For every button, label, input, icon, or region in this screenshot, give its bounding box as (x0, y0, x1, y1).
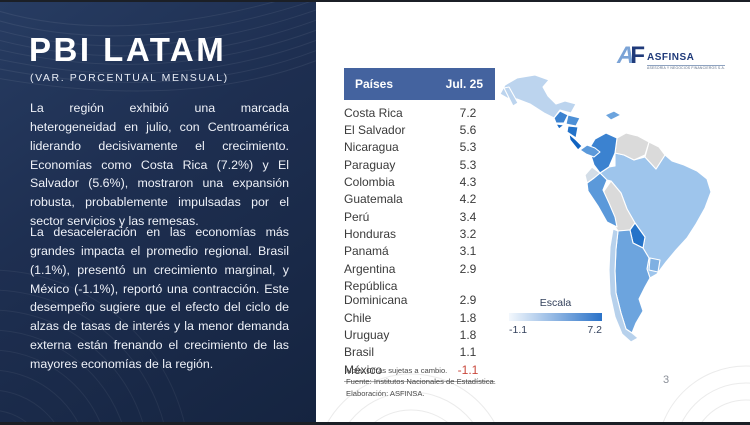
map-country-uruguay (648, 257, 661, 273)
analysis-paragraph-1: La región exhibió una marcada heterogene… (30, 101, 289, 229)
legend-title: Escala (539, 297, 572, 309)
latam-choropleth-map (499, 74, 712, 343)
country-value: 5.3 (459, 140, 477, 155)
table-row: Chile 1.8 (344, 309, 495, 326)
table-row: Paraguay 5.3 (344, 156, 495, 173)
asfinsa-logo: A F ASFINSA ASESORÍA Y NEGOCIOS FINANCIE… (617, 42, 726, 70)
countries-table: Países Jul. 25 Costa Rica 7.2 El Salvado… (344, 68, 495, 383)
corner-decoration (325, 365, 750, 425)
table-row: Perú 3.4 (344, 208, 495, 225)
country-name: El Salvador (344, 122, 406, 137)
country-value: 1.1 (459, 345, 477, 360)
map-country-chile (608, 228, 639, 343)
table-row: Colombia 4.3 (344, 173, 495, 190)
country-value: 2.9 (459, 261, 477, 276)
country-value: 3.2 (459, 227, 477, 241)
map-country-ecuador (584, 166, 601, 184)
country-name: Chile (344, 310, 372, 325)
page-number: 3 (663, 374, 670, 386)
map-country-el-salvador (555, 123, 565, 130)
logo-monogram-a: A (617, 42, 635, 69)
table-row: Costa Rica 7.2 (344, 104, 495, 121)
map-peninsula-baja (503, 86, 519, 107)
country-name: Colombia (344, 174, 395, 189)
country-name: Nicaragua (344, 140, 399, 155)
left-text-panel: PBI LATAM (VAR. PORCENTUAL MENSUAL) La r… (0, 0, 316, 425)
page-subtitle: (VAR. PORCENTUAL MENSUAL) (30, 72, 229, 84)
map-country-mexico (499, 74, 577, 119)
table-header: Países Jul. 25 (344, 68, 495, 100)
country-value: 1.8 (459, 310, 477, 325)
slide-bottom-border (0, 422, 750, 425)
footnotes: Nota: Cifras sujetas a cambio. Fuente: I… (346, 365, 536, 399)
map-country-nicaragua (566, 125, 579, 139)
footnote-fuente: Fuente: Institutos Nacionales de Estadís… (346, 377, 496, 387)
map-legend: Escala -1.1 7.2 (509, 297, 602, 336)
table-row: República Dominicana 2.9 (344, 277, 495, 309)
country-value: 7.2 (459, 105, 477, 120)
footnote-nota: Nota: Cifras sujetas a cambio. (346, 366, 448, 375)
table-header-paises: Países (355, 77, 394, 91)
country-value: 3.1 (459, 244, 477, 259)
map-country-costa-rica (568, 133, 583, 151)
map-country-honduras (565, 114, 581, 127)
map-country-panama (579, 144, 601, 158)
logo-name: ASFINSA (647, 52, 695, 63)
country-value: 4.3 (459, 174, 477, 189)
table-row: México -1.1 (344, 361, 495, 378)
legend-max-label: 7.2 (587, 324, 602, 336)
map-country-dominican-republic (604, 110, 622, 121)
table-row: Argentina 2.9 (344, 260, 495, 277)
country-name: Argentina (344, 261, 396, 276)
map-country-colombia (588, 132, 618, 174)
table-row: Brasil 1.1 (344, 344, 495, 361)
country-value: 2.9 (459, 293, 477, 308)
logo-tagline: ASESORÍA Y NEGOCIOS FINANCIEROS S.A. (647, 64, 726, 70)
country-name: Panamá (344, 244, 389, 259)
country-name: Guatemala (344, 192, 403, 207)
country-value: -1.1 (457, 362, 479, 377)
country-value: 4.2 (459, 192, 477, 207)
table-header-jul25: Jul. 25 (445, 77, 483, 91)
legend-min-label: -1.1 (509, 324, 528, 336)
map-country-venezuela (614, 132, 650, 161)
table-body: Costa Rica 7.2 El Salvador 5.6 Nicaragua… (344, 100, 495, 383)
table-row: Panamá 3.1 (344, 243, 495, 260)
legend-bar (509, 313, 602, 321)
country-name: Brasil (344, 345, 375, 360)
table-row: Honduras 3.2 (344, 225, 495, 242)
footnote-elaboracion: Elaboración: ASFINSA. (346, 388, 425, 398)
country-name: México (344, 362, 383, 377)
country-name: Perú (344, 209, 370, 224)
table-row: Guatemala 4.2 (344, 191, 495, 208)
country-name: Honduras (344, 227, 397, 241)
page-title: PBI LATAM (29, 31, 227, 68)
table-row: Nicaragua 5.3 (344, 139, 495, 156)
country-value: 5.6 (459, 122, 477, 137)
country-name: Paraguay (344, 157, 396, 172)
country-value: 1.8 (459, 327, 477, 342)
analysis-paragraph-2: La desaceleración en las economías más g… (30, 225, 289, 371)
country-value: 5.3 (459, 157, 477, 172)
logo-monogram-f: F (630, 42, 646, 69)
country-name: Uruguay (344, 327, 390, 342)
country-value: 3.4 (459, 209, 477, 224)
table-row: Uruguay 1.8 (344, 326, 495, 343)
slide-top-border (0, 0, 750, 2)
country-name: República Dominicana (344, 279, 408, 308)
country-name: Costa Rica (344, 105, 403, 120)
table-row: El Salvador 5.6 (344, 121, 495, 138)
